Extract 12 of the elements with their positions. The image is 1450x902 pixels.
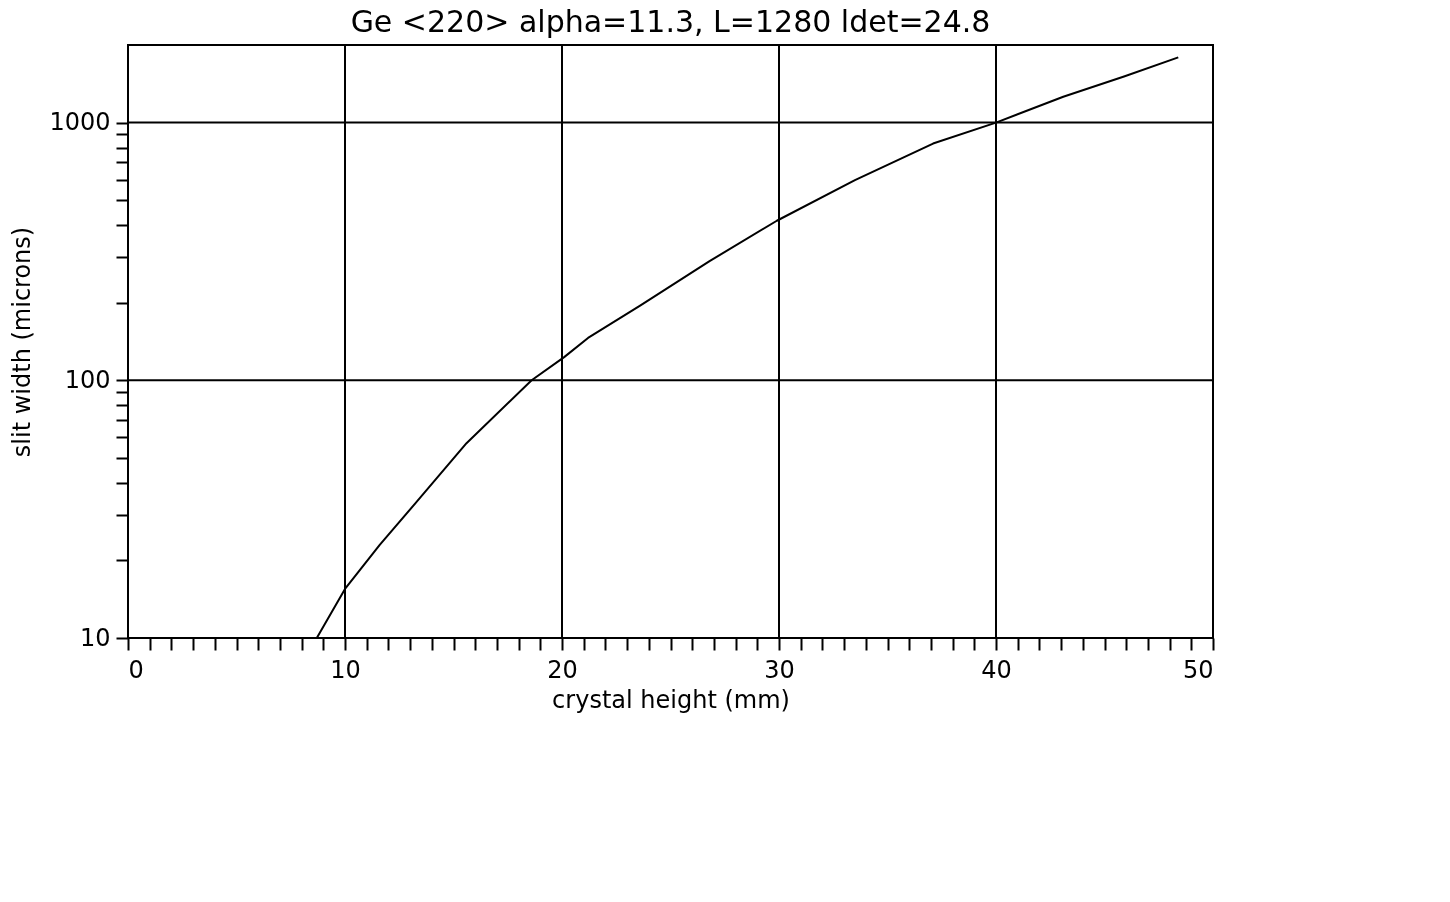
y-tick-label: 100 bbox=[64, 365, 111, 394]
y-tick-label: 10 bbox=[79, 623, 111, 652]
y-tick-label: 1000 bbox=[49, 108, 111, 137]
x-tick-label: 30 bbox=[764, 655, 795, 684]
x-tick-label: 50 bbox=[1182, 655, 1214, 684]
x-tick-label: 40 bbox=[981, 655, 1012, 684]
x-axis-title: crystal height (mm) bbox=[552, 685, 790, 714]
x-tick-label: 20 bbox=[547, 655, 578, 684]
chart-title: Ge <220> alpha=11.3, L=1280 ldet=24.8 bbox=[350, 4, 991, 39]
x-tick-label: 10 bbox=[330, 655, 361, 684]
y-axis-title: slit width (microns) bbox=[8, 226, 37, 458]
x-tick-label: 0 bbox=[128, 655, 144, 684]
